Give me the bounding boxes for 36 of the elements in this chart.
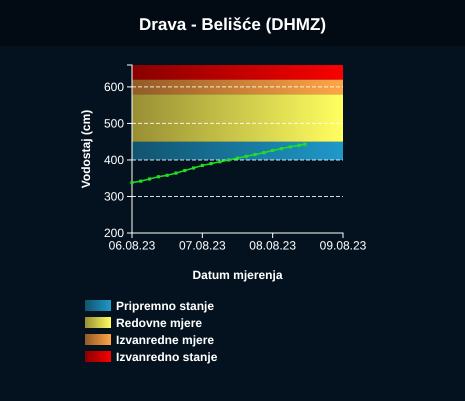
x-tick-label: 08.08.23	[249, 238, 296, 253]
point	[227, 158, 230, 162]
point	[192, 166, 196, 170]
legend-label: Izvanredne mjere	[116, 333, 214, 347]
y-axis-title: Vodostaj (cm)	[79, 110, 93, 188]
point	[130, 181, 134, 184]
point	[280, 147, 284, 150]
point	[218, 160, 222, 164]
point	[262, 151, 266, 154]
point	[166, 174, 169, 177]
point	[236, 156, 240, 160]
x-tick-label: 09.08.23	[320, 238, 367, 253]
y-tick-label: 200	[104, 226, 124, 240]
point	[210, 162, 213, 166]
point	[148, 177, 152, 181]
point	[271, 148, 274, 152]
y-tick-label: 400	[104, 152, 124, 167]
chart-title: Drava - Belišće (DHMZ)	[138, 15, 326, 34]
y-tick-label: 600	[104, 80, 124, 94]
legend-label: Redovne mjere	[116, 316, 202, 330]
point	[156, 175, 160, 178]
x-tick-label: 06.08.23	[108, 238, 156, 253]
point	[254, 152, 257, 156]
x-axis-title: Datum mjerenja	[192, 268, 283, 282]
y-tick-label: 300	[104, 189, 124, 204]
point	[200, 164, 204, 168]
point	[288, 145, 292, 148]
point	[297, 144, 301, 147]
y-tick-label: 500	[104, 116, 124, 130]
point	[183, 168, 186, 172]
point	[139, 180, 142, 183]
legend-label: Izvanredno stanje	[116, 350, 218, 364]
legend-label: Pripremno stanje	[116, 299, 214, 313]
point	[244, 154, 248, 158]
point	[174, 172, 178, 175]
x-tick-label: 07.08.23	[178, 238, 226, 253]
